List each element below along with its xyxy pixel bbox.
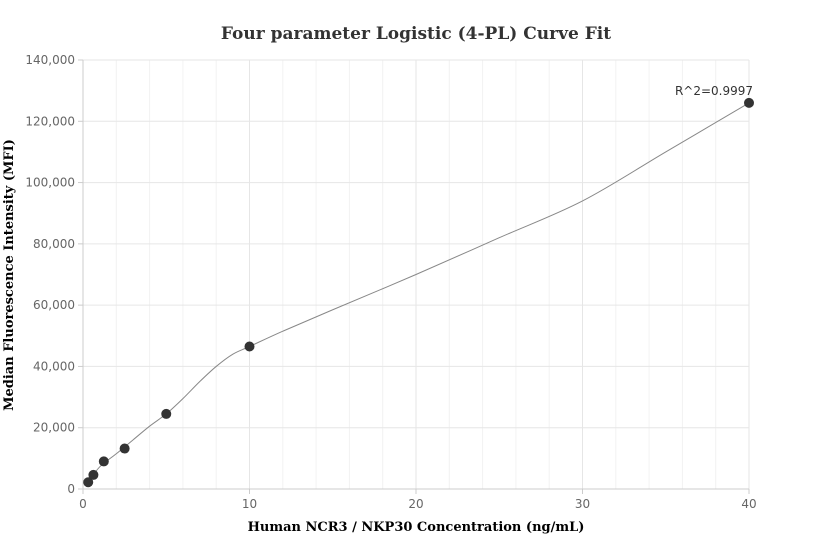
x-axis-ticks: 0 10 20 30 40	[79, 489, 757, 511]
y-tick-label: 40,000	[33, 359, 75, 373]
x-tick-label: 10	[242, 497, 257, 511]
y-axis-ticks: 0 20,000 40,000 60,000 80,000 100,000 120,000 1…	[25, 53, 83, 496]
x-axis-title: Human NCR3 / NKP30 Concentration (ng/mL)	[248, 520, 585, 535]
data-point	[83, 477, 94, 488]
y-tick-label: 20,000	[33, 421, 75, 435]
data-point	[161, 408, 172, 419]
x-tick-label: 40	[741, 497, 756, 511]
x-tick-label: 30	[575, 497, 590, 511]
data-point	[244, 341, 255, 352]
y-tick-label: 100,000	[25, 176, 75, 190]
data-points	[83, 97, 754, 488]
data-point	[119, 443, 130, 454]
x-tick-label: 20	[408, 497, 423, 511]
r-squared-label: R^2=0.9997	[675, 84, 753, 98]
fit-curve	[87, 102, 750, 483]
y-tick-label: 140,000	[25, 53, 75, 67]
y-tick-label: 80,000	[33, 237, 75, 251]
y-tick-label: 0	[67, 482, 75, 496]
data-point	[88, 469, 99, 480]
y-tick-label: 120,000	[25, 114, 75, 128]
data-point	[744, 97, 754, 108]
y-tick-label: 60,000	[33, 298, 75, 312]
y-axis-title: Median Fluorescence Intensity (MFI)	[2, 139, 17, 411]
annotations: R^2=0.9997	[675, 84, 753, 98]
x-tick-label: 0	[79, 497, 87, 511]
chart-title: Four parameter Logistic (4-PL) Curve Fit	[221, 24, 611, 44]
data-point	[98, 456, 109, 467]
